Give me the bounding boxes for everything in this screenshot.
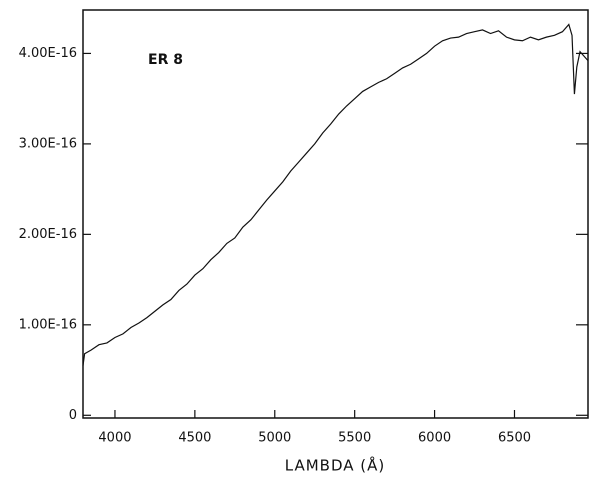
spectrum-line [82,23,589,366]
x-tick-label: 6000 [418,431,451,446]
x-tick-label: 4500 [178,431,211,446]
y-tick-label: 1.00E-16 [19,317,77,332]
x-tick-label: 4000 [98,431,131,446]
y-tick-label: 4.00E-16 [19,46,77,61]
y-tick-label: 0 [69,408,77,423]
y-tick-label: 2.00E-16 [19,227,77,242]
annotation: ER 8 [148,52,183,68]
x-tick-label: 6500 [498,431,531,446]
x-axis-label: LAMBDA (Å) [285,456,385,475]
y-tick-label: 3.00E-16 [19,136,77,151]
x-tick-label: 5000 [258,431,291,446]
plot-frame [82,9,589,419]
x-tick-label: 5500 [338,431,371,446]
